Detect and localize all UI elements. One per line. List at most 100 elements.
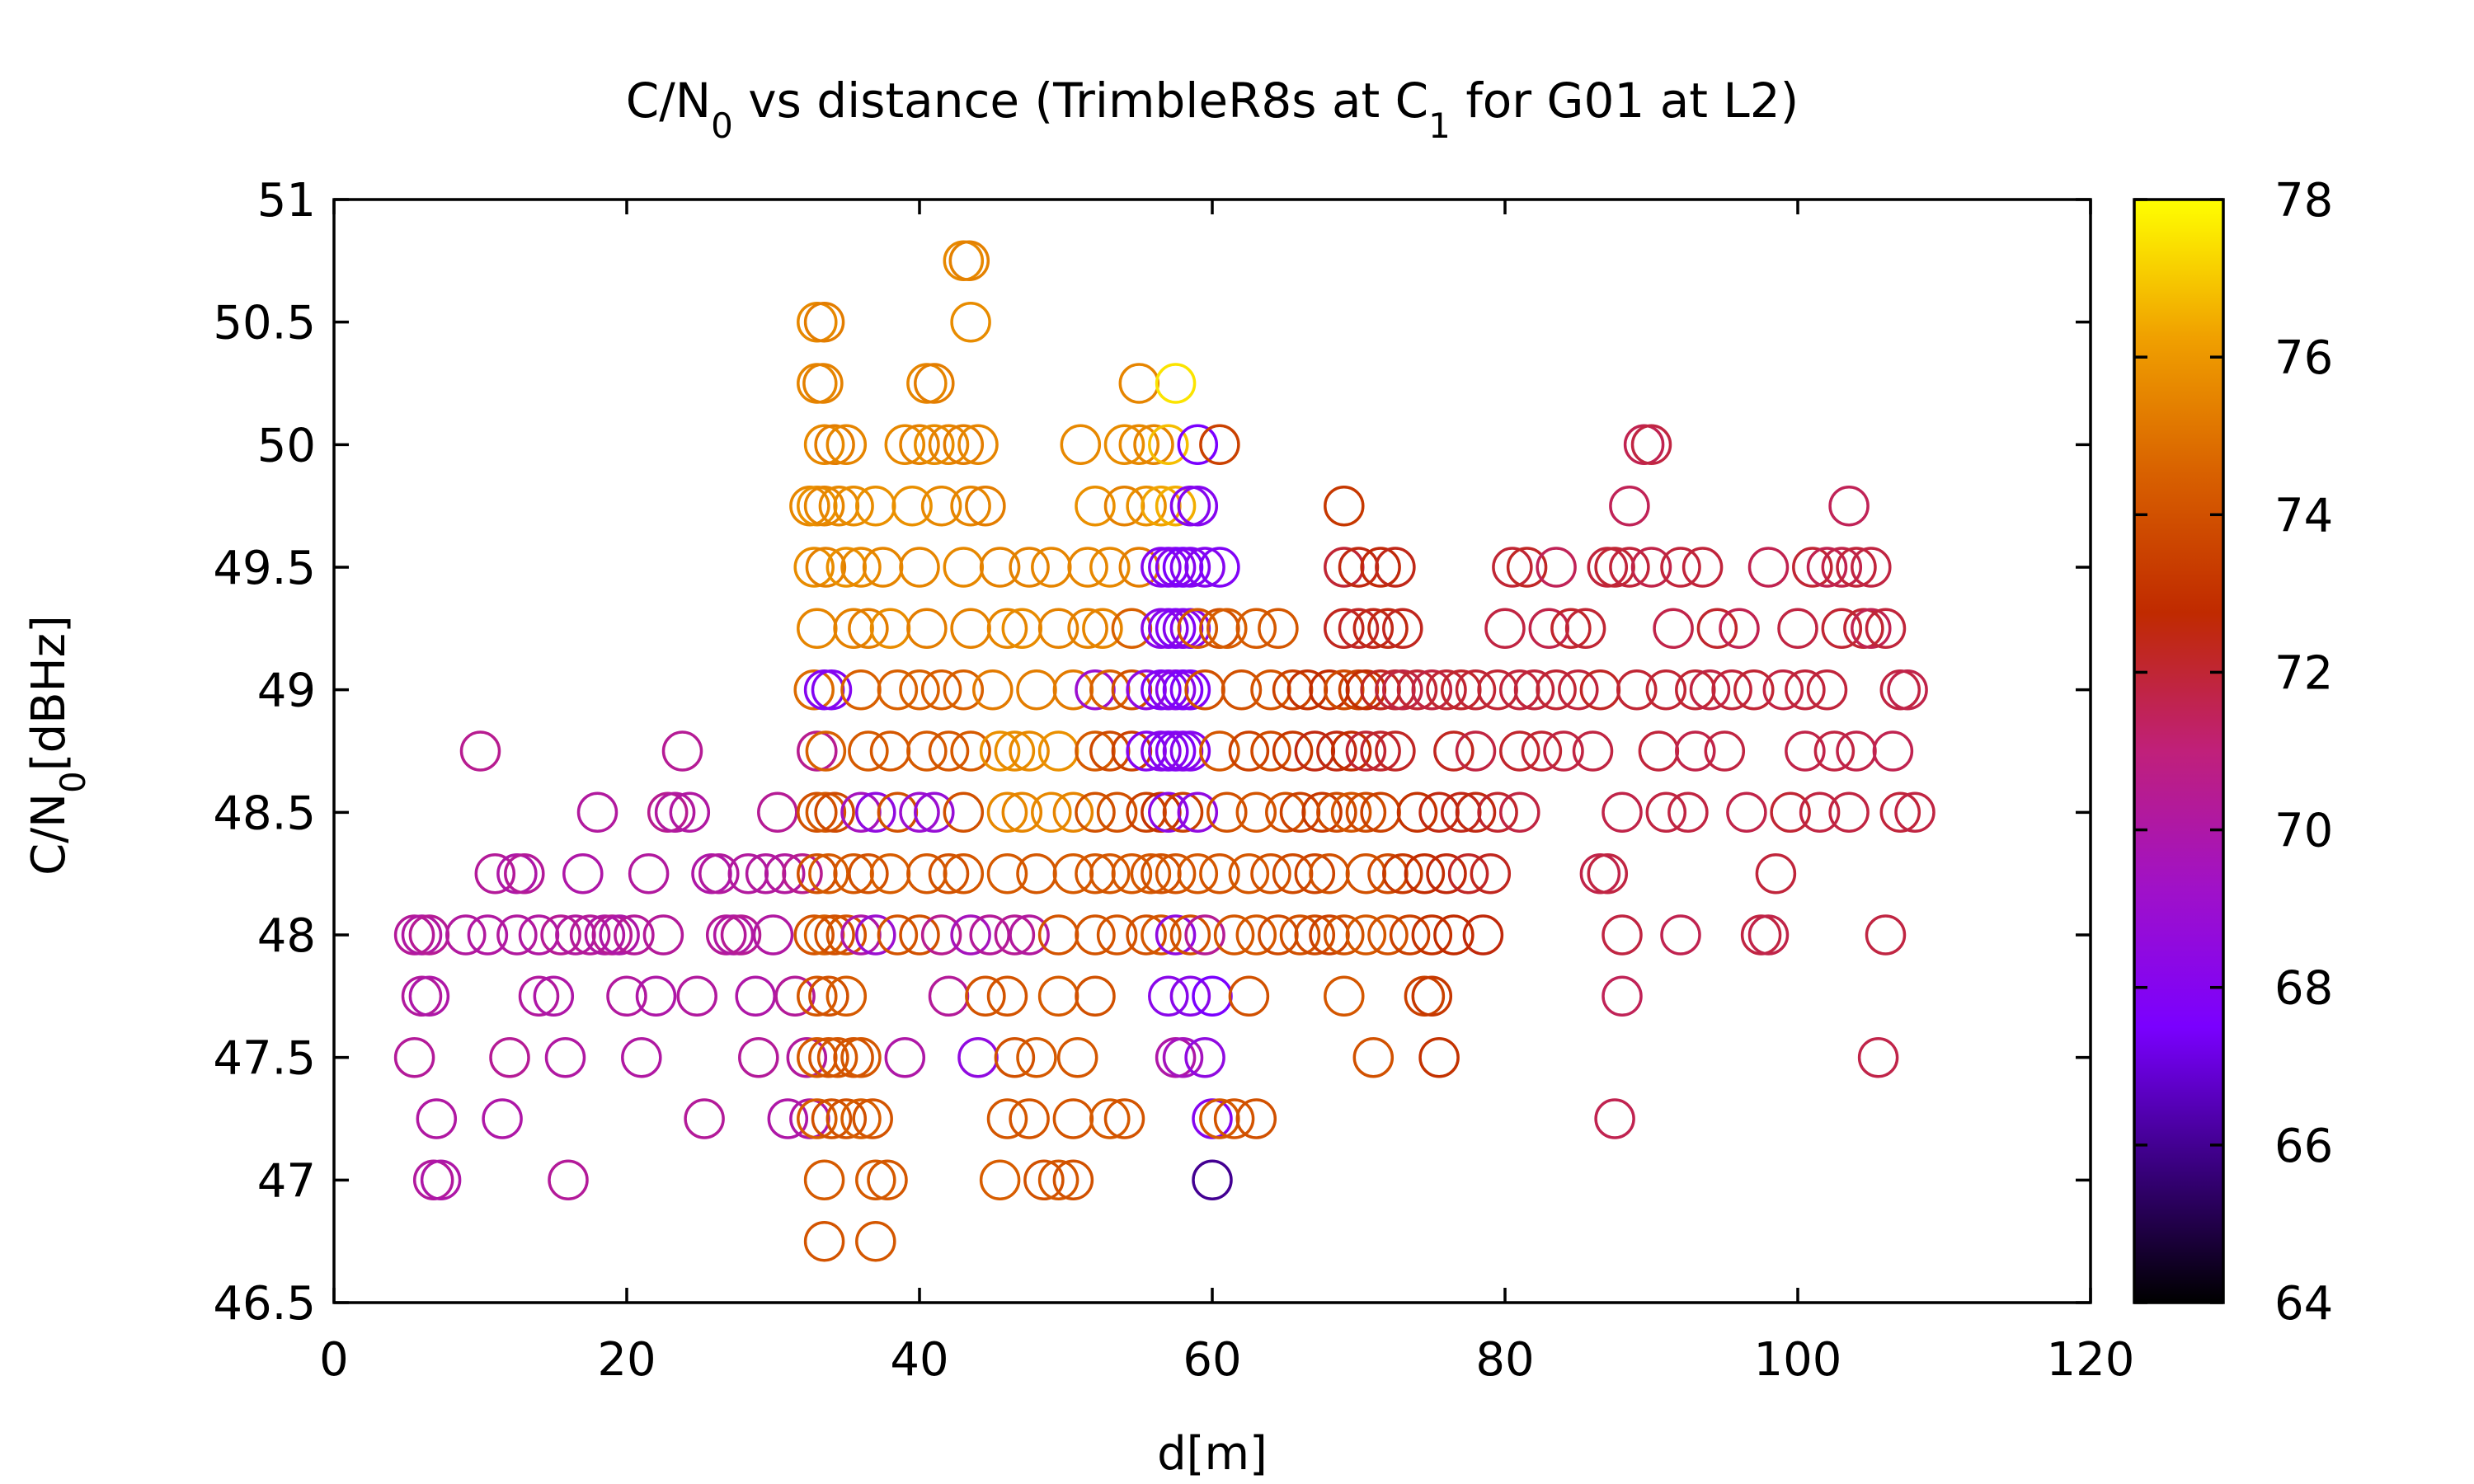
data-point [1382, 852, 1423, 895]
data-point [1316, 730, 1357, 772]
data-point [1130, 852, 1172, 895]
data-point [1096, 791, 1138, 834]
data-point [1477, 669, 1518, 711]
data-point [1075, 975, 1116, 1017]
data-point [1785, 730, 1826, 772]
colorbar-tick-label: 66 [2274, 1120, 2333, 1173]
x-tick-label: 80 [1475, 1333, 1534, 1387]
data-point [764, 852, 806, 895]
data-point [797, 485, 838, 527]
data-point [1096, 914, 1138, 956]
data-point [1192, 1098, 1233, 1139]
data-point [906, 363, 948, 404]
data-point [1052, 669, 1094, 711]
data-point [814, 914, 855, 956]
data-point [1675, 730, 1716, 772]
data-point [1785, 669, 1826, 711]
data-point [1894, 791, 1935, 834]
data-point [1037, 975, 1079, 1017]
x-tick-label: 40 [890, 1333, 948, 1387]
data-point [1345, 730, 1387, 772]
y-tick-label: 49.5 [213, 542, 316, 595]
data-point [1470, 852, 1512, 895]
data-point [445, 914, 487, 956]
y-tick-label: 46.5 [213, 1277, 316, 1331]
data-point [1111, 608, 1153, 650]
x-tick-label: 60 [1183, 1333, 1241, 1387]
data-point [848, 608, 889, 650]
data-point [825, 975, 868, 1017]
data-point [1258, 914, 1299, 956]
data-point [1250, 852, 1291, 895]
data-point [833, 485, 874, 527]
data-point [1616, 669, 1658, 711]
data-point [782, 852, 823, 895]
data-point [713, 914, 755, 956]
data-point [1330, 791, 1372, 834]
x-tick-label: 120 [2047, 1333, 2135, 1387]
data-point [852, 1098, 893, 1139]
data-point [969, 914, 1010, 956]
data-point [1258, 608, 1299, 650]
data-point [1528, 608, 1570, 650]
data-point [1667, 791, 1709, 834]
data-point [797, 1098, 838, 1139]
data-point [518, 914, 560, 956]
data-point [950, 485, 991, 527]
data-point [1067, 608, 1108, 650]
data-point [1155, 914, 1197, 956]
data-point [1477, 791, 1518, 834]
data-point [950, 730, 991, 772]
x-axis-label: d[m] [1157, 1427, 1268, 1481]
data-point [1418, 1036, 1460, 1078]
data-point [1250, 669, 1291, 711]
data-point [1770, 791, 1811, 834]
data-point [1330, 730, 1372, 772]
data-point [1813, 730, 1856, 772]
data-point [1199, 608, 1240, 650]
data-point [986, 608, 1028, 650]
data-point [684, 1098, 725, 1139]
y-tick-label: 51 [257, 174, 316, 228]
data-point [808, 975, 849, 1017]
data-point [1411, 975, 1453, 1017]
data-point [1075, 791, 1116, 834]
data-point [869, 852, 911, 895]
data-point [1755, 852, 1797, 895]
data-point [1103, 1098, 1145, 1139]
data-point [412, 1159, 454, 1201]
y-tick-label: 48 [257, 909, 316, 963]
data-point [1199, 547, 1240, 588]
data-point [1192, 975, 1233, 1017]
data-point [994, 1036, 1036, 1078]
data-point [797, 791, 838, 834]
y-tick-label: 47 [257, 1154, 316, 1208]
data-point [1184, 547, 1225, 588]
data-point [1169, 914, 1211, 956]
data-point [877, 914, 919, 956]
data-point [533, 975, 575, 1017]
data-point [1404, 852, 1446, 895]
data-point [752, 914, 794, 956]
data-point [986, 975, 1028, 1017]
data-point [1484, 608, 1526, 650]
data-point [1506, 547, 1548, 588]
data-point [884, 1036, 926, 1078]
data-point [691, 852, 732, 895]
data-point [1602, 791, 1643, 834]
data-point [654, 791, 696, 834]
data-point [1324, 485, 1365, 527]
data-point [1564, 608, 1606, 650]
data-point [1009, 914, 1050, 956]
data-point [855, 914, 896, 956]
data-point [855, 1220, 896, 1262]
colorbar-tick-label: 76 [2274, 331, 2333, 385]
data-point [899, 669, 940, 711]
data-point [393, 1036, 435, 1078]
data-point [496, 914, 538, 956]
data-point [467, 914, 509, 956]
y-tick-label: 50 [257, 419, 316, 472]
data-point [1396, 669, 1438, 711]
data-point [1360, 547, 1401, 588]
data-point [1206, 608, 1248, 650]
